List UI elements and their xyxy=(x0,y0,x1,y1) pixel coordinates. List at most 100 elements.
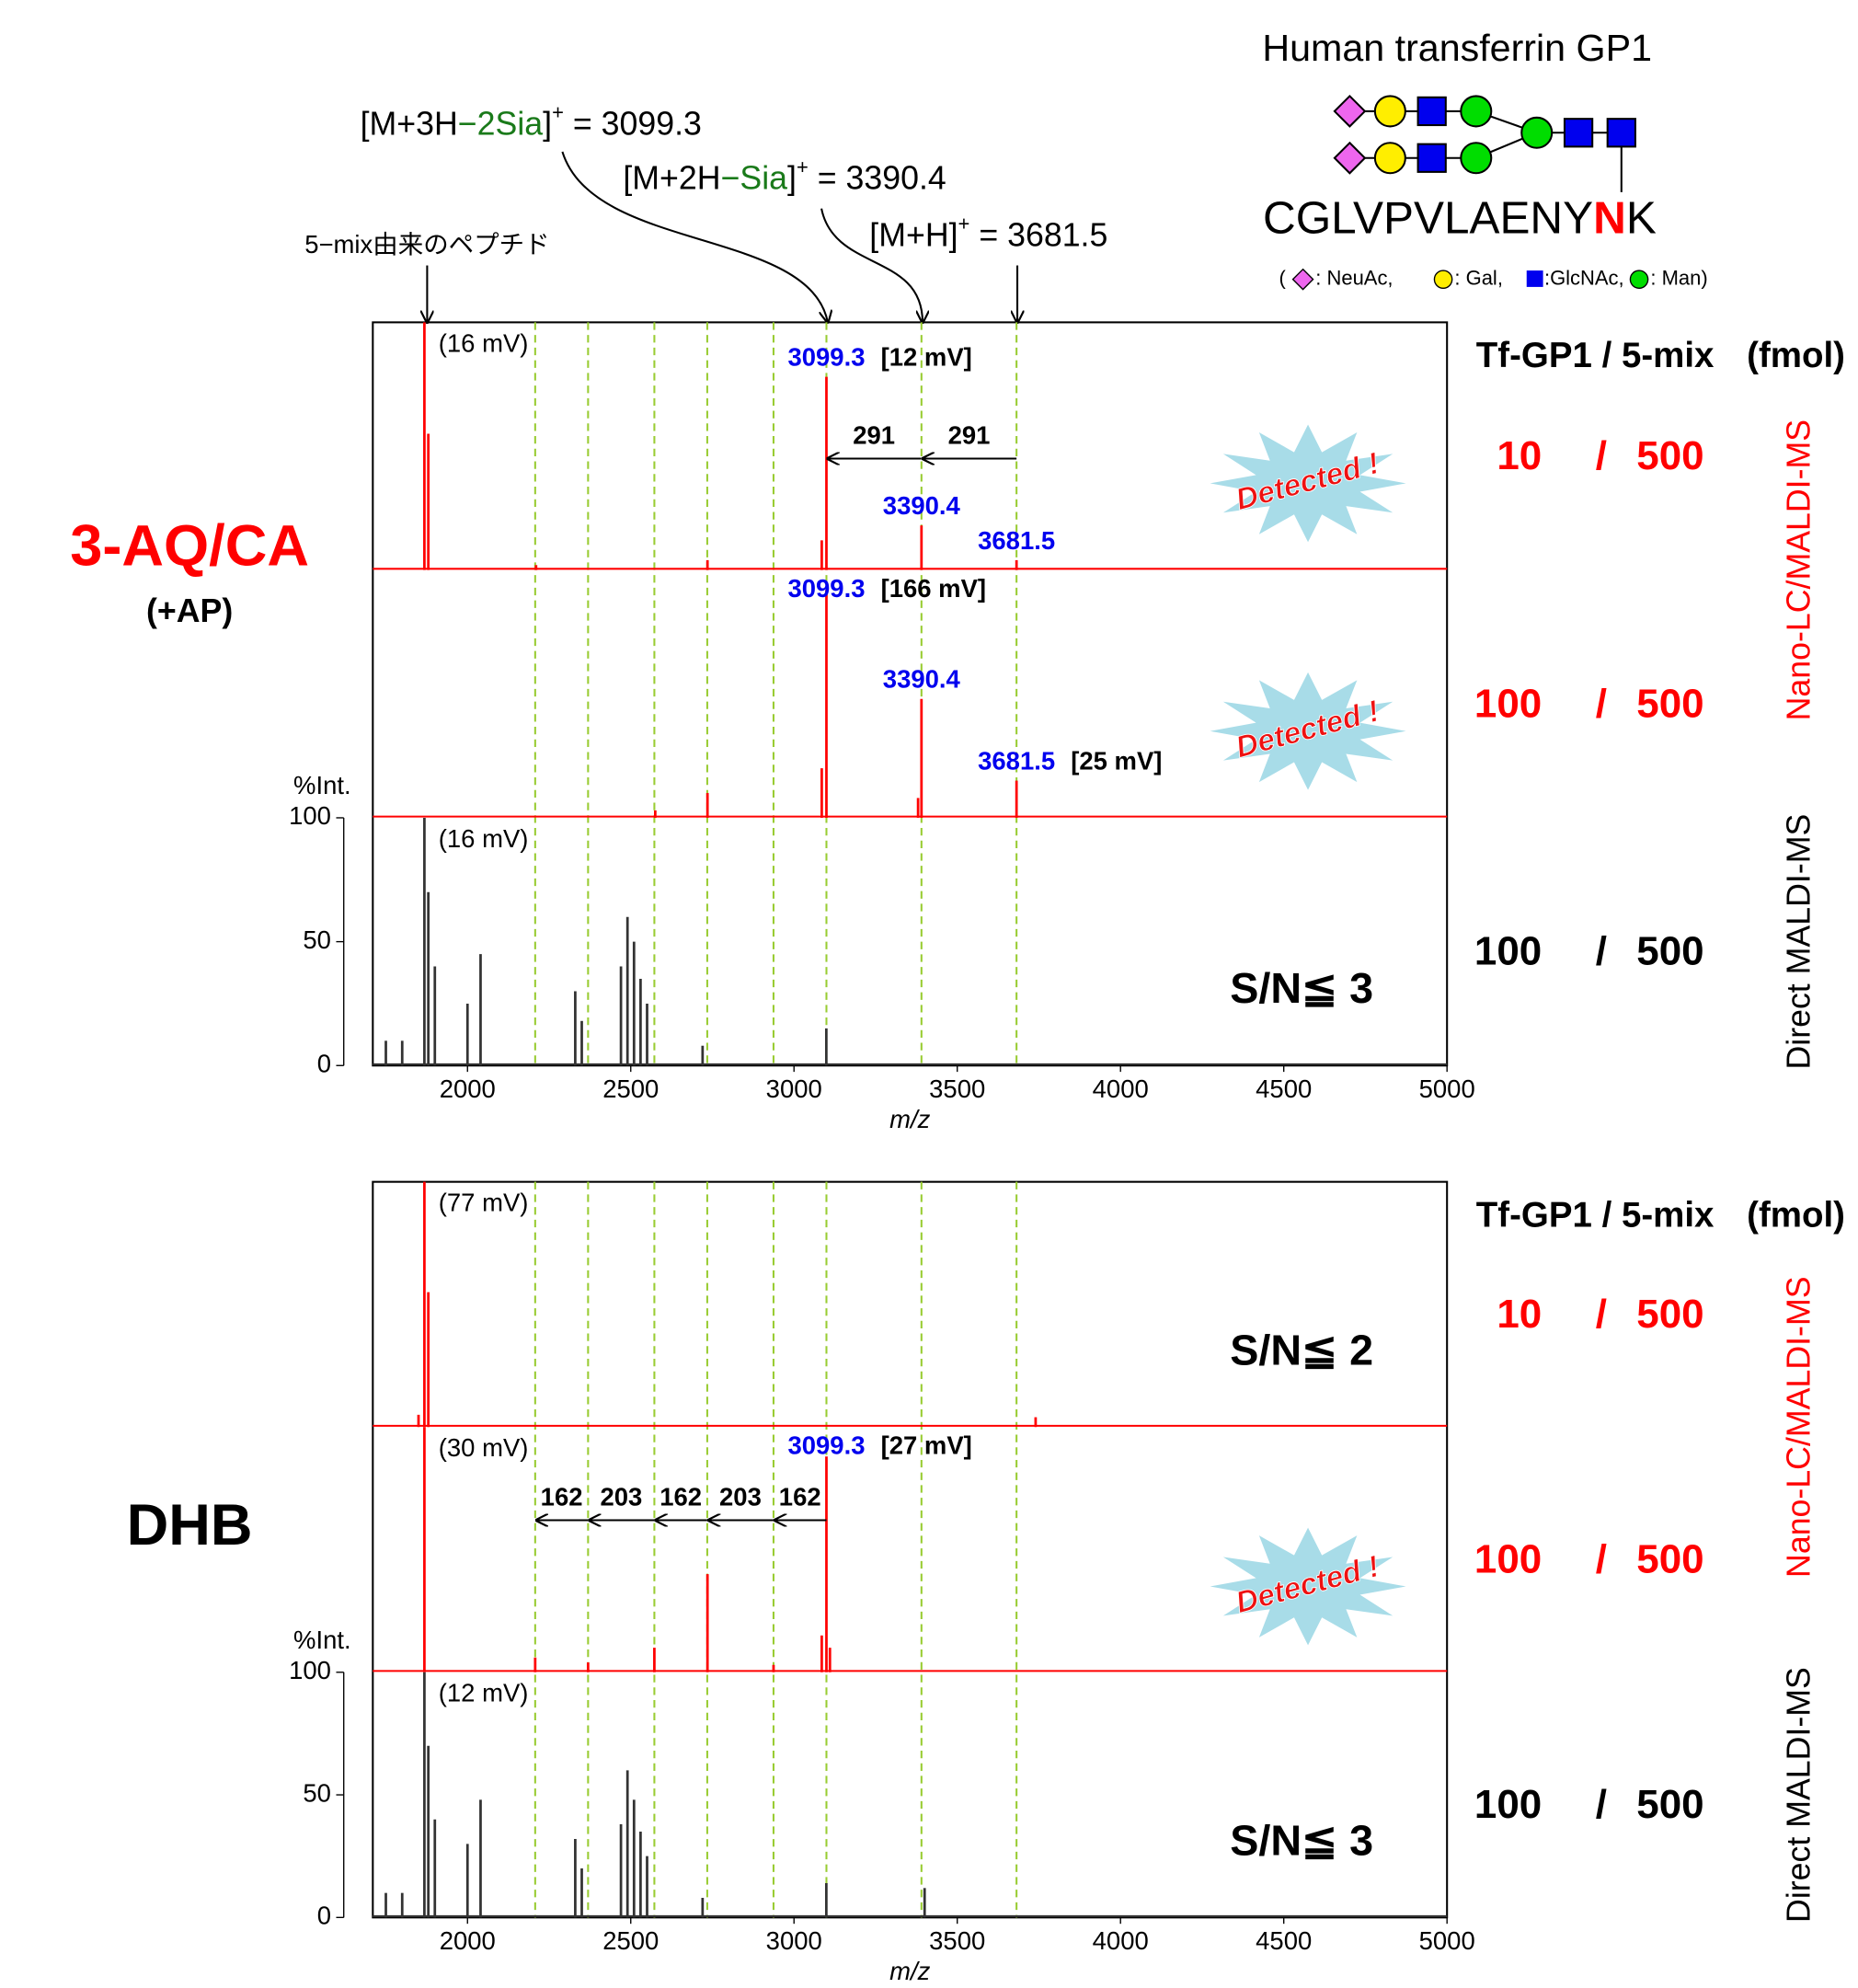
ion-text: [M+2H xyxy=(623,160,720,197)
sn-note: S/N≦ 3 xyxy=(1230,964,1373,1012)
delta-label: 162 xyxy=(779,1482,821,1511)
legend-text: : Gal, xyxy=(1454,266,1503,289)
y-tick-label: 0 xyxy=(317,1050,331,1078)
amount-tf: 10 xyxy=(1497,1292,1542,1337)
glcnac xyxy=(1606,118,1636,148)
ion-text: [M+H] xyxy=(869,217,958,254)
glcnac xyxy=(1416,96,1447,127)
badge-burst xyxy=(1210,1527,1406,1646)
chart-title: DHB xyxy=(127,1493,253,1557)
method-label: Nano-LC/MALDI-MS xyxy=(1780,419,1817,721)
method-label: Direct MALDI-MS xyxy=(1780,814,1817,1070)
y-tick-label: 50 xyxy=(303,1778,331,1807)
peak-note: [27 mV] xyxy=(881,1431,972,1459)
glycan-legend: ( : NeuAc, : Gal, :GlcNAc, : Man) xyxy=(1279,266,1708,291)
peak-label: 3681.5 xyxy=(978,747,1055,776)
y-axis-label: %Int. xyxy=(293,771,351,799)
x-tick-label: 2500 xyxy=(602,1926,659,1955)
x-tick-label: 3000 xyxy=(766,1074,822,1103)
amount-unit: (fmol) xyxy=(1747,1195,1845,1235)
method-label: Nano-LC/MALDI-MS xyxy=(1780,1276,1817,1578)
intensity-label: (16 mV) xyxy=(439,824,529,853)
neuac xyxy=(1333,141,1367,175)
ion-charge: + xyxy=(958,212,970,235)
y-axis-label: %Int. xyxy=(293,1626,351,1654)
x-axis-label: m/z xyxy=(889,1957,931,1985)
x-tick-label: 4000 xyxy=(1093,1926,1149,1955)
peak-label: 3099.3 xyxy=(787,343,865,372)
sn-note: S/N≦ 2 xyxy=(1230,1327,1373,1374)
peak-note: [25 mV] xyxy=(1071,747,1162,776)
amount-sep: / xyxy=(1596,929,1607,974)
chart-title: 3-AQ/CA xyxy=(70,513,309,578)
glcnac xyxy=(1563,118,1594,148)
x-tick-label: 3000 xyxy=(766,1926,822,1955)
x-axis-label: m/z xyxy=(889,1105,931,1133)
intensity-label: (16 mV) xyxy=(439,328,529,357)
delta-label: 291 xyxy=(948,420,991,449)
amount-tf: 100 xyxy=(1474,1782,1542,1827)
intensity-label: (30 mV) xyxy=(439,1433,529,1462)
arrow xyxy=(561,151,828,322)
amount-mix: 500 xyxy=(1636,1782,1703,1827)
x-tick-label: 2000 xyxy=(440,1926,496,1955)
man xyxy=(1629,270,1649,289)
delta-label: 203 xyxy=(719,1482,762,1511)
y-tick-label: 50 xyxy=(303,925,331,954)
peptide-note: 5−mix由来のペプチド xyxy=(304,230,549,259)
glycan-title: Human transferrin GP1 xyxy=(1262,27,1652,69)
legend-text: : NeuAc, xyxy=(1315,266,1393,289)
amount-sep: / xyxy=(1596,1292,1607,1337)
legend-text: :GlcNAc, xyxy=(1544,266,1624,289)
amount-sep: / xyxy=(1596,1782,1607,1827)
ion-charge: + xyxy=(552,100,564,123)
amount-tf: 100 xyxy=(1474,929,1542,974)
badge-burst xyxy=(1210,424,1406,543)
y-tick-label: 0 xyxy=(317,1902,331,1930)
legend-text: ( xyxy=(1279,266,1286,289)
amount-tf: 10 xyxy=(1497,433,1542,478)
peak-label: 3390.4 xyxy=(883,491,961,520)
amount-sep: / xyxy=(1596,1536,1607,1581)
x-tick-label: 5000 xyxy=(1419,1926,1475,1955)
peak-note: [12 mV] xyxy=(881,343,972,372)
x-tick-label: 4000 xyxy=(1093,1074,1149,1103)
amount-sep: / xyxy=(1596,433,1607,478)
ion-text: ] xyxy=(787,160,797,197)
amount-mix: 500 xyxy=(1636,433,1703,478)
delta-label: 203 xyxy=(600,1482,642,1511)
peak-label: 3681.5 xyxy=(978,526,1055,555)
man xyxy=(1460,95,1493,128)
man xyxy=(1460,142,1493,175)
gal xyxy=(1373,142,1406,175)
ion-charge: + xyxy=(797,155,809,178)
glycosite: N xyxy=(1593,193,1626,244)
peptide: CGLVPVLAENYNK xyxy=(1263,193,1657,244)
sn-note: S/N≦ 3 xyxy=(1230,1817,1373,1865)
amount-tf: 100 xyxy=(1474,681,1542,726)
ion-text: [M+3H xyxy=(361,106,458,143)
legend-text: : Man) xyxy=(1650,266,1707,289)
method-label: Direct MALDI-MS xyxy=(1780,1667,1817,1923)
peak-note: [166 mV] xyxy=(881,574,987,603)
y-tick-label: 100 xyxy=(289,1656,331,1684)
man xyxy=(1520,116,1554,149)
gal xyxy=(1433,270,1453,289)
amount-mix: 500 xyxy=(1636,1292,1703,1337)
delta-label: 291 xyxy=(853,420,895,449)
ion-loss: −Sia xyxy=(721,160,788,197)
amount-mix: 500 xyxy=(1636,929,1703,974)
neuac xyxy=(1291,268,1314,291)
amount-sep: / xyxy=(1596,681,1607,726)
ion-mass: = 3390.4 xyxy=(809,160,946,197)
peptide-seq: CGLVPVLAENY xyxy=(1263,193,1593,244)
ion-loss: −2Sia xyxy=(458,106,543,143)
x-tick-label: 3500 xyxy=(929,1926,985,1955)
amount-header: Tf-GP1 / 5-mix xyxy=(1476,1195,1715,1235)
delta-label: 162 xyxy=(541,1482,583,1511)
amount-mix: 500 xyxy=(1636,681,1703,726)
x-tick-label: 2000 xyxy=(440,1074,496,1103)
amount-mix: 500 xyxy=(1636,1536,1703,1581)
peak-label: 3390.4 xyxy=(883,665,961,694)
